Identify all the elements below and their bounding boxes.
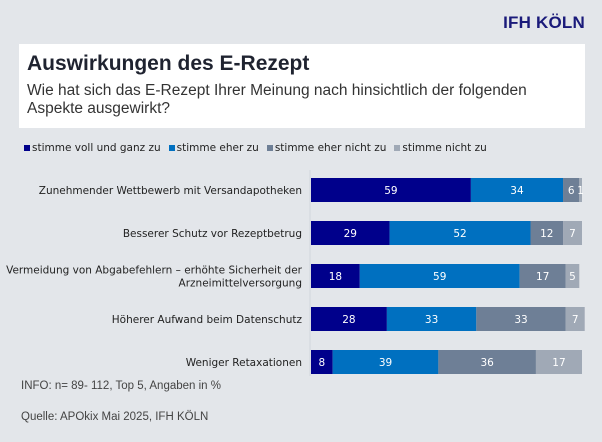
data-label: 17 <box>552 357 565 369</box>
chart-legend: stimme voll und ganz zu stimme eher zu s… <box>24 142 487 154</box>
data-label: 52 <box>453 228 466 240</box>
bar-segment <box>311 307 387 331</box>
legend-label: stimme nicht zu <box>402 142 487 154</box>
bar-segment <box>470 178 564 202</box>
legend-swatch <box>394 145 401 151</box>
bar-segment <box>579 178 582 202</box>
data-label: 34 <box>510 185 524 197</box>
bar-segment <box>389 221 531 245</box>
bar-segment <box>519 264 566 288</box>
data-label: 17 <box>536 271 549 283</box>
bar-row: Weniger Retaxationen 8 39 36 17 <box>186 350 582 374</box>
data-label: 5 <box>569 271 576 283</box>
bar-segment <box>563 221 582 245</box>
category-label: Höherer Aufwand beim Datenschutz <box>112 314 303 326</box>
bar-segment <box>535 350 582 374</box>
data-label: 29 <box>344 228 357 240</box>
bar-segment <box>311 178 471 202</box>
category-label: Zunehmender Wettbewerb mit Versandapothe… <box>39 185 302 197</box>
data-label: 59 <box>384 185 397 197</box>
chart-title: Auswirkungen des E-Rezept <box>27 52 310 75</box>
category-label: Vermeidung von Abgabefehlern – erhöhte S… <box>6 265 303 277</box>
data-label: 1 <box>577 185 584 197</box>
data-label: 7 <box>572 314 579 326</box>
category-label: Arzneimittelversorgung <box>179 278 302 290</box>
bar-segment <box>311 221 390 245</box>
data-label: 36 <box>480 357 494 369</box>
legend-item: stimme eher nicht zu <box>266 142 387 154</box>
bar-segment <box>565 307 585 331</box>
legend-item: stimme nicht zu <box>394 142 487 154</box>
bar-segment <box>565 264 580 288</box>
bar-segment <box>359 264 520 288</box>
data-label: 8 <box>318 357 325 369</box>
bar-row: Zunehmender Wettbewerb mit Versandapothe… <box>39 178 584 202</box>
data-label: 7 <box>569 228 576 240</box>
data-label: 39 <box>379 357 392 369</box>
bar-segment <box>438 350 536 374</box>
bar-segment <box>530 221 564 245</box>
legend-label: stimme voll und ganz zu <box>32 142 161 154</box>
legend-swatch <box>266 145 273 151</box>
legend-swatch <box>168 145 175 151</box>
category-label: Weniger Retaxationen <box>186 357 302 369</box>
data-label: 33 <box>514 314 527 326</box>
bar-segment <box>311 264 360 288</box>
legend-label: stimme eher nicht zu <box>274 142 387 154</box>
bar-segment <box>563 178 580 202</box>
bar-segment <box>332 350 439 374</box>
legend-swatch <box>24 145 30 151</box>
bar-row: Besserer Schutz vor Rezeptbetrug 29 52 12 7 <box>123 221 582 245</box>
data-label: 6 <box>568 185 575 197</box>
footnote-source: Quelle: APOkix Mai 2025, IFH KÖLN <box>21 411 209 423</box>
chart-subtitle: Wie hat sich das E-Rezept Ihrer Meinung … <box>27 82 527 117</box>
bar-segment <box>386 307 477 331</box>
category-label: Besserer Schutz vor Rezeptbetrug <box>123 228 302 240</box>
legend-item: stimme eher zu <box>168 142 259 154</box>
legend-item: stimme voll und ganz zu <box>24 142 161 154</box>
data-label: 59 <box>433 271 446 283</box>
brand-logo: IFH KÖLN <box>503 13 585 32</box>
bar-row: Höherer Aufwand beim Datenschutz 28 33 33 7 <box>112 307 585 331</box>
footnote-info: INFO: n= 89- 112, Top 5, Angaben in % <box>21 380 221 392</box>
data-label: 18 <box>329 271 342 283</box>
legend-label: stimme eher zu <box>176 142 259 154</box>
bar-segment <box>311 350 333 374</box>
data-label: 28 <box>342 314 355 326</box>
bar-segment <box>476 307 566 331</box>
title-card: Auswirkungen des E-Rezept Wie hat sich d… <box>19 44 585 128</box>
bar-row: Vermeidung von Abgabefehlern – erhöhte S… <box>6 264 580 290</box>
data-label: 12 <box>540 228 553 240</box>
data-label: 33 <box>425 314 438 326</box>
